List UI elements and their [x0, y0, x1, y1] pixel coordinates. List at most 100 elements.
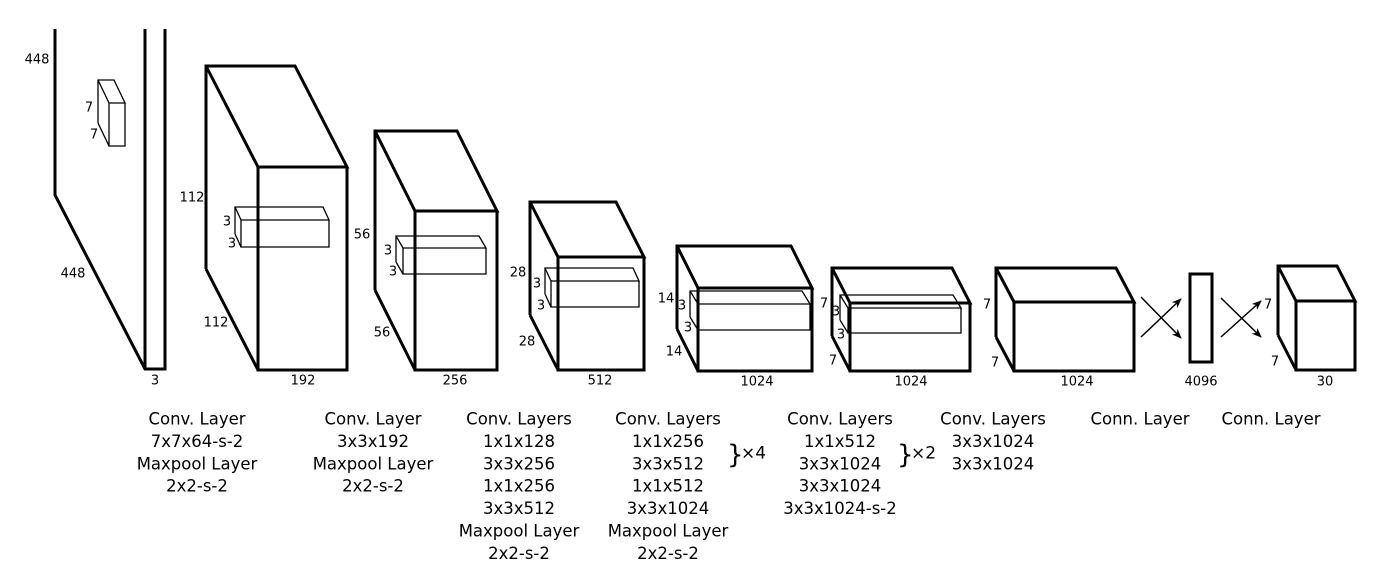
- repeat-count: ×2: [911, 444, 936, 464]
- kernel-size-label: 7: [90, 128, 98, 143]
- feature-volume-3: [528, 200, 647, 372]
- caption-line: 2x2-s-2: [166, 477, 228, 496]
- kernel-size-label: 3: [684, 321, 692, 336]
- conv-kernel-box-1: [234, 206, 331, 248]
- layer-caption-6: Conv. Layers 3x3x1024 3x3x1024: [940, 410, 1046, 474]
- conv-kernel-box-5-outline: [839, 294, 963, 334]
- volume-depth-label: 1024: [1060, 375, 1093, 390]
- layer-caption-1: Conv. Layer 7x7x64-s-2 Maxpool Layer 2x2-s-…: [137, 410, 258, 496]
- volume-height-label: 56: [354, 228, 371, 243]
- volume-width-label: 14: [666, 345, 683, 360]
- volume-width-label: 7: [991, 356, 999, 371]
- caption-line: Maxpool Layer: [137, 454, 258, 473]
- kernel-size-label: 7: [85, 101, 93, 116]
- feature-volume-8-outline: [1276, 264, 1358, 372]
- volume-depth-label: 4096: [1184, 375, 1217, 390]
- conv-kernel-box-4: [689, 290, 812, 331]
- layer-caption-4: Conv. Layers 1x1x256 3x3x512 1x1x512 3x3x102…: [608, 410, 766, 563]
- caption-line: 3x3x1024: [952, 454, 1035, 473]
- caption-line: 3x3x512: [483, 499, 555, 518]
- input-channels-label: 3: [151, 374, 159, 389]
- conv-kernel-box-2-outline: [395, 235, 488, 275]
- layer-caption-5: Conv. Layers 1x1x512 3x3x1024 3x3x1024 3x3x1…: [783, 410, 936, 519]
- caption-line: Conn. Layer: [1090, 410, 1189, 429]
- caption-line: 3x3x256: [483, 454, 555, 473]
- volume-depth-label: 192: [291, 374, 316, 389]
- caption-line: 2x2-s-2: [488, 544, 550, 563]
- kernel-size-label: 3: [837, 328, 845, 343]
- conv-kernel-box-3: [544, 267, 641, 308]
- kernel-7x7-box-outline: [97, 79, 127, 147]
- kernel-size-label: 3: [832, 305, 840, 320]
- volume-width-label: 56: [374, 326, 391, 341]
- caption-line: Maxpool Layer: [313, 454, 434, 473]
- feature-volume-1-outline: [204, 64, 350, 372]
- repeat-brace-icon: }: [897, 440, 914, 470]
- layer-caption-7: Conn. Layer: [1090, 410, 1189, 429]
- feature-volume-1: [204, 64, 350, 372]
- caption-line: 1x1x256: [483, 477, 555, 496]
- connection-arrow-icon: [1140, 298, 1182, 338]
- volume-height-label: 28: [510, 266, 527, 281]
- volume-height-label: 7: [820, 297, 828, 312]
- feature-volume-3-outline: [528, 200, 647, 372]
- caption-line: 1x1x128: [483, 432, 555, 451]
- volume-height-label: 7: [1264, 298, 1272, 313]
- kernel-size-label: 3: [389, 265, 397, 280]
- volume-width-label: 28: [519, 335, 536, 350]
- layer-caption-2: Conv. Layer 3x3x192 Maxpool Layer 2x2-s-2: [313, 410, 434, 496]
- input-image-outline: [53, 29, 167, 371]
- caption-line: Conv. Layer: [324, 410, 421, 429]
- volume-depth-label: 1024: [894, 375, 927, 390]
- input-height-label: 448: [25, 53, 50, 68]
- caption-line: 3x3x1024: [952, 432, 1035, 451]
- conv-kernel-box-3-outline: [544, 267, 641, 308]
- caption-line: Maxpool Layer: [459, 522, 580, 541]
- feature-volume-2-outline: [373, 129, 500, 372]
- volume-height-label: 112: [180, 191, 205, 206]
- caption-line: Conn. Layer: [1221, 410, 1320, 429]
- caption-line: 2x2-s-2: [637, 544, 699, 563]
- caption-line: Conv. Layers: [940, 410, 1046, 429]
- caption-line: 3x3x192: [337, 432, 409, 451]
- caption-line: Conv. Layers: [615, 410, 721, 429]
- volume-width-label: 7: [829, 354, 837, 369]
- layer-caption-8: Conn. Layer: [1221, 410, 1320, 429]
- conv-kernel-box-1-outline: [234, 206, 331, 248]
- caption-line: 2x2-s-2: [342, 477, 404, 496]
- volume-depth-label: 30: [1317, 375, 1334, 390]
- caption-line: Maxpool Layer: [608, 522, 729, 541]
- feature-volume-5-outline: [830, 266, 973, 373]
- volume-depth-label: 1024: [740, 375, 773, 390]
- feature-volume-4: [675, 244, 815, 373]
- input-image-volume: [53, 29, 167, 371]
- kernel-7x7-box: [97, 79, 127, 147]
- caption-line: 7x7x64-s-2: [151, 432, 244, 451]
- caption-line: 1x1x256: [632, 432, 704, 451]
- kernel-size-label: 3: [678, 299, 686, 314]
- caption-line: 1x1x512: [804, 432, 876, 451]
- volume-width-label: 112: [204, 316, 229, 331]
- volume-height-label: 7: [983, 298, 991, 313]
- conv-kernel-box-2: [395, 235, 488, 275]
- feature-volume-4-outline: [675, 244, 815, 373]
- caption-line: 3x3x1024: [627, 499, 710, 518]
- conv-kernel-box-4-outline: [689, 290, 812, 331]
- caption-line: Conv. Layers: [466, 410, 572, 429]
- input-width-label: 448: [61, 267, 86, 282]
- caption-line: 1x1x512: [632, 477, 704, 496]
- feature-volume-6-outline: [994, 266, 1137, 373]
- feature-volume-5: [830, 266, 973, 373]
- conv-kernel-box-5: [839, 294, 963, 334]
- volume-depth-label: 512: [588, 374, 613, 389]
- caption-line: 3x3x1024: [799, 477, 882, 496]
- volume-depth-label: 256: [443, 374, 468, 389]
- kernel-size-label: 3: [228, 237, 236, 252]
- feature-volume-6: [994, 266, 1137, 373]
- kernel-size-label: 3: [537, 299, 545, 314]
- caption-line: 3x3x512: [632, 454, 704, 473]
- kernel-size-label: 3: [223, 215, 231, 230]
- caption-line: Conv. Layer: [148, 410, 245, 429]
- feature-volume-2: [373, 129, 500, 372]
